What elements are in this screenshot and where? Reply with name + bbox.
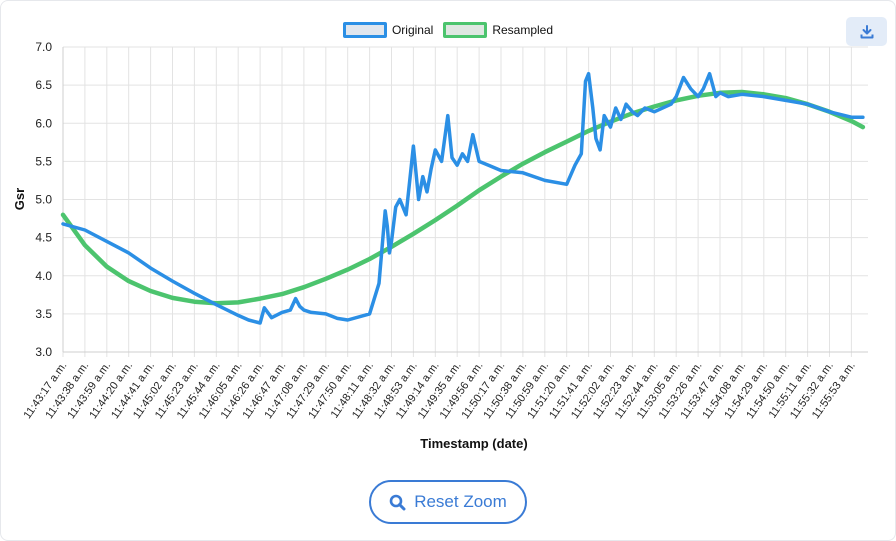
series-line-resampled[interactable] bbox=[60, 89, 866, 306]
y-tick-label: 5.0 bbox=[35, 193, 52, 207]
download-button[interactable] bbox=[846, 17, 887, 46]
reset-zoom-label: Reset Zoom bbox=[414, 492, 507, 511]
y-tick-label: 3.0 bbox=[35, 345, 52, 359]
series-layer[interactable] bbox=[60, 71, 866, 325]
x-axis-label: Timestamp (date) bbox=[420, 436, 527, 451]
y-tick-label: 6.0 bbox=[35, 116, 52, 130]
y-tick-label: 4.0 bbox=[35, 269, 52, 283]
y-tick-label: 6.5 bbox=[35, 78, 52, 92]
y-tick-label: 7.0 bbox=[35, 40, 52, 54]
download-icon bbox=[860, 24, 873, 38]
y-tick-label: 5.5 bbox=[35, 154, 52, 168]
y-tick-label: 3.5 bbox=[35, 307, 52, 321]
series-line-original[interactable] bbox=[61, 71, 865, 325]
legend-swatch-original bbox=[342, 22, 387, 38]
search-icon bbox=[389, 494, 406, 510]
legend-item-resampled[interactable]: Resampled bbox=[443, 22, 553, 38]
y-axis-label: Gsr bbox=[12, 188, 27, 210]
axes: 3.03.54.04.55.05.56.06.57.011:43:17 a.m.… bbox=[22, 40, 868, 421]
reset-zoom-button[interactable]: Reset Zoom bbox=[369, 480, 527, 524]
y-tick-label: 4.5 bbox=[35, 231, 52, 245]
legend-label-resampled: Resampled bbox=[492, 23, 554, 37]
legend-label-original: Original bbox=[391, 23, 434, 37]
legend-swatch-resampled bbox=[443, 22, 488, 38]
legend-item-original[interactable]: Original bbox=[342, 22, 434, 38]
legend: Original Resampled bbox=[0, 22, 896, 38]
